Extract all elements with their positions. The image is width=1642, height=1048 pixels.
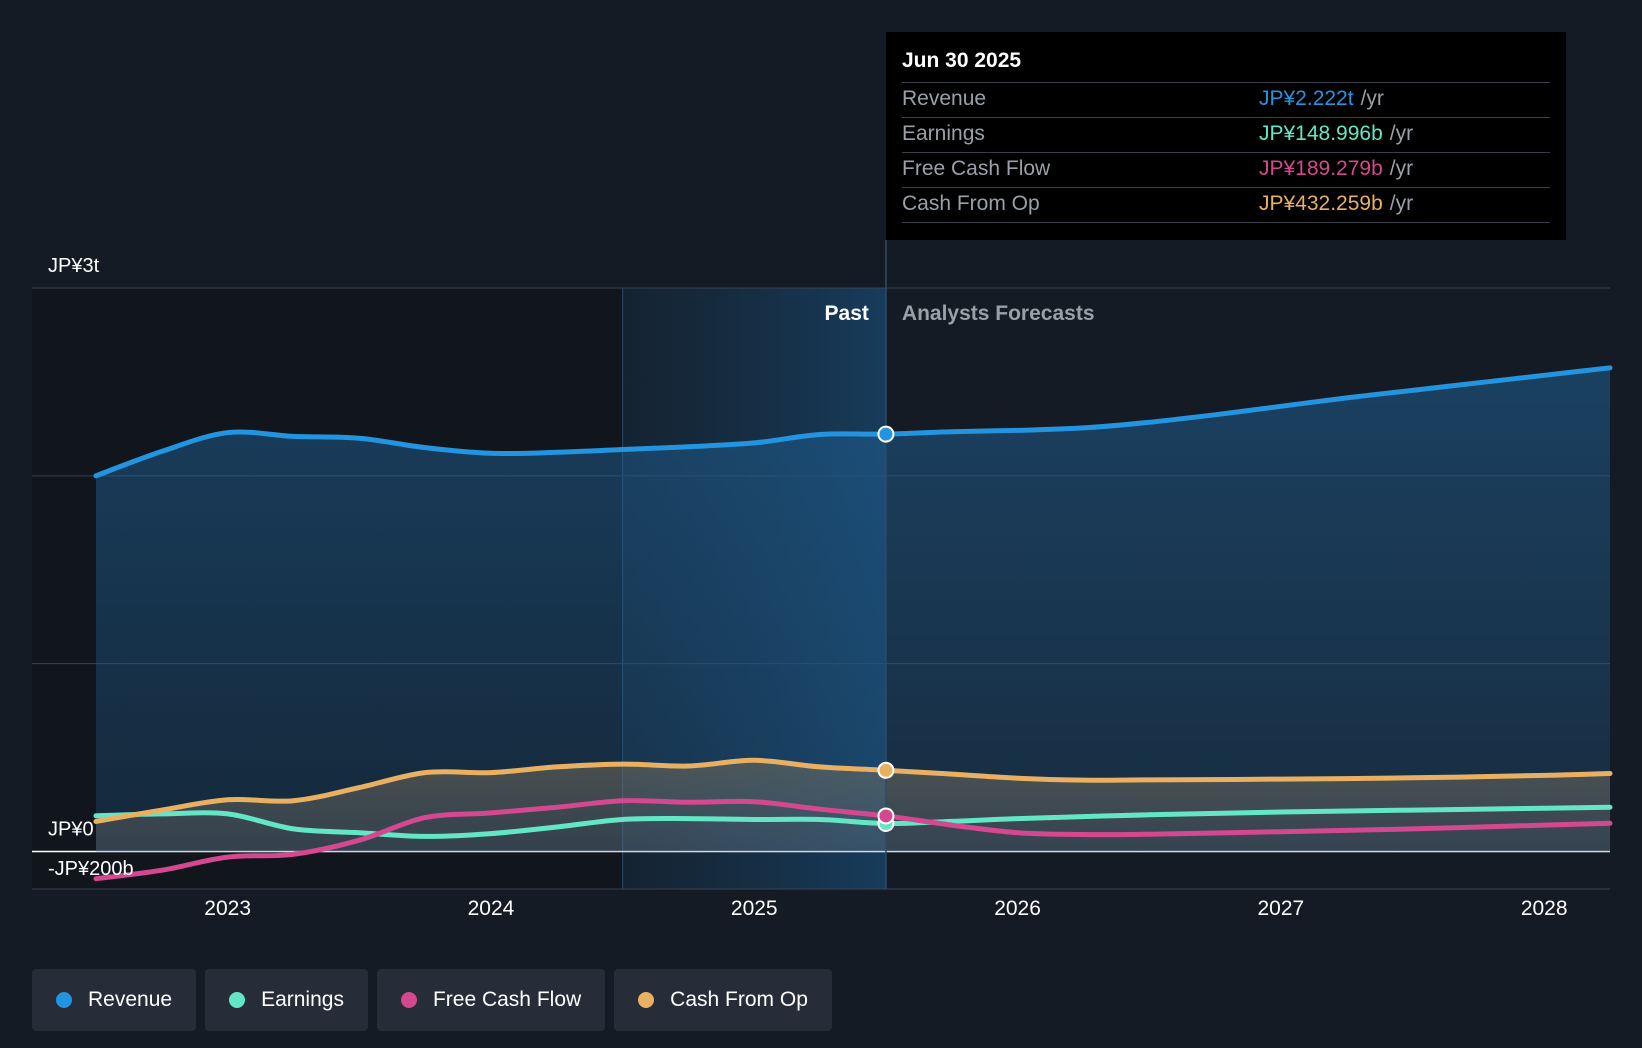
free-cash-flow-marker <box>877 807 895 825</box>
cash-from-op-line <box>93 757 1613 824</box>
chart-legend: Revenue Earnings Free Cash Flow Cash Fro… <box>32 969 832 1031</box>
cash-from-op-area <box>96 760 1610 852</box>
x-tick-label: 2023 <box>204 897 251 920</box>
cash-from-op-marker <box>877 761 895 779</box>
y-tick-label: -JP¥200b <box>48 858 134 880</box>
y-tick-label: JP¥3t <box>48 255 100 277</box>
revenue-area <box>96 367 1610 852</box>
tooltip-value: JP¥148.996b <box>1259 122 1383 145</box>
tooltip-label: Earnings <box>902 122 985 145</box>
past-label: Past <box>825 302 869 325</box>
tooltip-value: JP¥432.259b <box>1259 192 1383 215</box>
tooltip-row-revenue: Revenue JP¥2.222t /yr <box>902 82 1550 117</box>
tooltip-unit: /yr <box>1389 122 1414 145</box>
revenue-line <box>93 365 1613 479</box>
x-tick-label: 2028 <box>1521 897 1568 920</box>
legend-label: Free Cash Flow <box>432 988 582 1011</box>
legend-label: Revenue <box>88 988 173 1011</box>
tooltip-value: JP¥189.279b <box>1259 157 1383 180</box>
x-tick-label: 2027 <box>1258 897 1305 920</box>
legend-label: Cash From Op <box>670 988 808 1011</box>
y-tick-label: JP¥0 <box>48 818 94 840</box>
x-tick-label: 2026 <box>994 897 1041 920</box>
tooltip-row-earnings: Earnings JP¥148.996b /yr <box>902 117 1550 152</box>
tooltip-value: JP¥2.222t <box>1259 87 1354 110</box>
data-tooltip: Jun 30 2025 Revenue JP¥2.222t /yr Earnin… <box>886 32 1566 240</box>
tooltip-date: Jun 30 2025 <box>902 49 1022 72</box>
legend-dot-icon <box>229 992 246 1008</box>
earnings-line <box>93 804 1613 839</box>
legend-dot-icon <box>56 992 72 1008</box>
tooltip-unit: /yr <box>1389 157 1414 180</box>
tooltip-unit: /yr <box>1360 87 1384 110</box>
tooltip-label: Cash From Op <box>902 192 1040 215</box>
forecast-label: Analysts Forecasts <box>902 302 1095 325</box>
revenue-marker <box>877 425 895 443</box>
legend-item-earnings[interactable]: Earnings <box>205 969 368 1031</box>
x-tick-label: 2024 <box>468 897 515 920</box>
tooltip-unit: /yr <box>1389 192 1414 215</box>
legend-label: Earnings <box>261 988 344 1011</box>
legend-dot-icon <box>638 992 655 1008</box>
tooltip-label: Revenue <box>902 87 987 110</box>
tooltip-label: Free Cash Flow <box>902 157 1051 180</box>
tooltip-row-cash-from-op: Cash From Op JP¥432.259b /yr <box>902 187 1550 223</box>
legend-item-free-cash-flow[interactable]: Free Cash Flow <box>376 969 606 1031</box>
legend-item-revenue[interactable]: Revenue <box>32 969 197 1031</box>
legend-item-cash-from-op[interactable]: Cash From Op <box>614 969 832 1031</box>
tooltip-row-free-cash-flow: Free Cash Flow JP¥189.279b /yr <box>902 152 1550 187</box>
free-cash-flow-line <box>93 798 1613 882</box>
legend-dot-icon <box>400 992 417 1008</box>
x-tick-label: 2025 <box>731 897 778 920</box>
